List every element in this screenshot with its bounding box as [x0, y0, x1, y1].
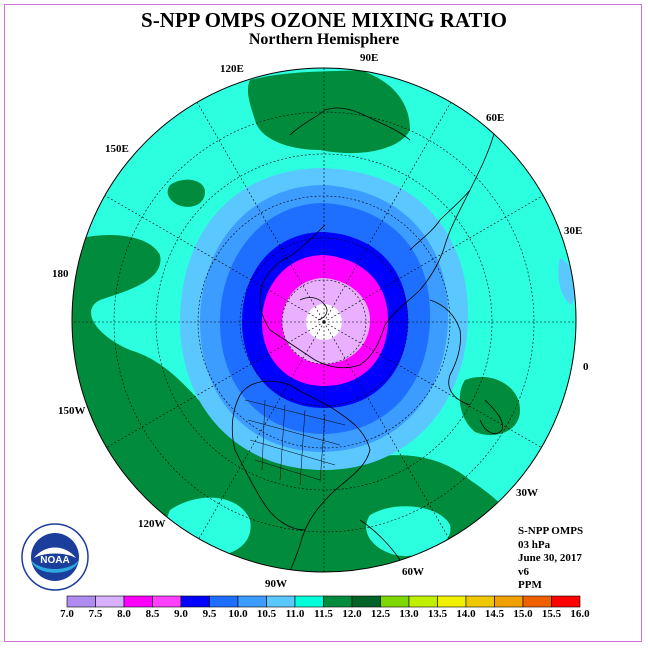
band-11-5-north	[247, 70, 410, 154]
color-swatch	[437, 595, 467, 608]
color-swatch	[95, 595, 125, 608]
color-bar-tick: 11.5	[314, 608, 333, 620]
lon-label-90w: 90W	[265, 578, 287, 590]
color-bar-tick: 8.0	[117, 608, 131, 620]
color-swatch	[494, 595, 524, 608]
lon-label-120w: 120W	[138, 518, 166, 530]
color-swatch	[266, 595, 296, 608]
lon-label-0: 0	[583, 361, 589, 373]
coastlines	[231, 107, 503, 572]
color-bar-tick: 13.5	[427, 608, 448, 620]
color-bar-tick: 15.0	[513, 608, 533, 620]
figure-frame	[4, 4, 642, 642]
color-bar-tick: 15.5	[541, 608, 562, 620]
info-date: June 30, 2017	[518, 552, 582, 564]
color-bar-tick: 7.0	[60, 608, 74, 620]
info-version: v6	[518, 565, 529, 578]
info-block: S-NPP OMPS 03 hPa June 30, 2017 v6 PPM	[518, 525, 583, 593]
band-11-5-patch-ne	[459, 376, 520, 436]
color-bar-tick: 10.0	[228, 608, 248, 620]
lon-label-30w: 30W	[516, 487, 538, 499]
color-swatch	[152, 595, 182, 608]
color-bar-tick: 16.0	[570, 608, 590, 620]
lon-label-30e: 30E	[564, 225, 583, 237]
lon-label-180: 180	[52, 268, 69, 280]
color-bar-tick: 11.0	[285, 608, 305, 620]
color-swatch	[123, 595, 153, 608]
color-bar-tick: 14.0	[456, 608, 476, 620]
color-bar-tick: 12.5	[370, 608, 391, 620]
lon-label-120e: 120E	[220, 63, 244, 75]
map-title: S-NPP OMPS OZONE MIXING RATIO	[141, 8, 507, 32]
lon-label-150w: 150W	[58, 405, 86, 417]
color-bar-tick: 13.0	[399, 608, 419, 620]
color-swatch	[522, 595, 552, 608]
color-swatch	[294, 595, 324, 608]
color-swatch	[465, 595, 495, 608]
info-level: 03 hPa	[518, 538, 551, 551]
color-bar-tick: 9.0	[174, 608, 188, 620]
color-bar-tick: 12.0	[342, 608, 362, 620]
band-11-5-patch-nw	[167, 179, 205, 207]
lon-label-150e: 150E	[105, 143, 129, 155]
info-units: PPM	[518, 579, 542, 591]
color-bar-tick: 10.5	[256, 608, 277, 620]
color-swatch	[380, 595, 410, 608]
color-swatch	[408, 595, 438, 608]
color-swatch	[66, 595, 96, 608]
noaa-logo: NOAA	[21, 523, 89, 591]
color-swatch	[551, 595, 581, 608]
color-bar-tick: 8.5	[145, 608, 160, 620]
color-swatch	[180, 595, 210, 608]
svg-text:NOAA: NOAA	[40, 555, 69, 566]
lon-label-60w: 60W	[402, 566, 424, 578]
map-boundary	[71, 67, 577, 573]
color-bar-tick: 7.5	[88, 608, 103, 620]
lon-label-60e: 60E	[486, 112, 505, 124]
color-swatch	[209, 595, 239, 608]
color-swatch	[323, 595, 353, 608]
info-instrument: S-NPP OMPS	[518, 525, 584, 537]
color-swatch	[351, 595, 381, 608]
lon-label-90e: 90E	[360, 52, 379, 64]
map-subtitle: Northern Hemisphere	[248, 31, 400, 48]
color-bar-tick: 14.5	[484, 608, 505, 620]
state-borders	[244, 399, 346, 486]
color-swatch	[237, 595, 267, 608]
color-bar-tick: 9.5	[202, 608, 217, 620]
